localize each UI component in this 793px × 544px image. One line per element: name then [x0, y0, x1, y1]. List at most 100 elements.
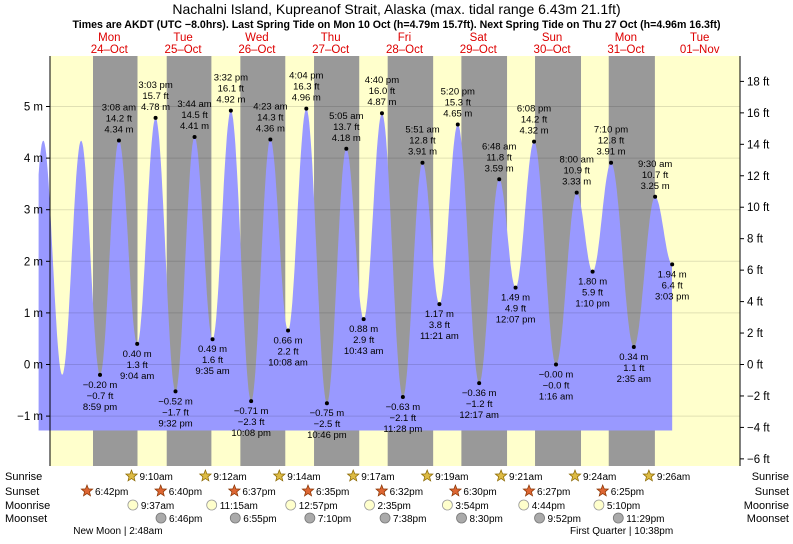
day-header-dow: Fri — [398, 32, 411, 44]
tide-high-time: 5:51 am — [405, 125, 439, 136]
tide-high-m: 4.34 m — [104, 125, 133, 136]
tide-high-ft: 12.8 ft — [409, 136, 436, 147]
tide-high-point — [344, 146, 349, 151]
tide-low-time: 1:16 am — [539, 392, 573, 403]
tide-high-m: 4.41 m — [180, 121, 209, 132]
moonset-icon — [534, 512, 545, 524]
tide-high-time: 7:10 pm — [594, 125, 628, 136]
tide-low-m: −0.75 m — [310, 408, 345, 419]
day-header-date: 01–Nov — [680, 44, 720, 56]
tide-high-ft: 16.3 ft — [293, 82, 320, 93]
tide-high-ft: 14.3 ft — [257, 113, 284, 124]
tide-high-point — [532, 139, 537, 144]
tide-low-m: −0.20 m — [83, 380, 118, 391]
day-header-date: 27–Oct — [312, 44, 350, 56]
moonrise-time: 5:10pm — [607, 501, 640, 512]
row-label-right-moonrise: Moonrise — [744, 500, 789, 512]
tide-high-ft: 12.8 ft — [598, 136, 625, 147]
sunset-time: 6:25pm — [611, 487, 644, 498]
sunset-time: 6:40pm — [169, 487, 202, 498]
sunrise-time: 9:10am — [139, 472, 172, 483]
day-headers: Mon24–OctTue25–OctWed26–OctThu27–OctFri2… — [91, 32, 720, 56]
tide-low-point — [437, 302, 442, 307]
sunrise-icon — [272, 469, 286, 482]
sunrise-time: 9:26am — [657, 472, 690, 483]
y-axis-feet: −6 ft −4 ft −2 ft 0 ft 2 ft 4 ft 6 ft 8 ft 10 ft… — [739, 56, 771, 466]
tide-low-point — [286, 328, 291, 333]
tide-low-ft: 4.9 ft — [505, 304, 526, 315]
left-tick-label: 5 m — [24, 102, 43, 114]
chart-subtitle: Times are AKDT (UTC −8.0hrs). Last Sprin… — [72, 19, 720, 31]
sunset-time: 6:42pm — [95, 487, 128, 498]
right-tick-label: 2 ft — [747, 328, 764, 340]
tide-low-ft: 1.1 ft — [623, 363, 644, 374]
sunset-icon — [375, 484, 389, 497]
day-header-date: 24–Oct — [91, 44, 129, 56]
left-tick-label: 3 m — [24, 205, 43, 217]
moonset-time: 11:29pm — [626, 514, 664, 525]
tide-low-m: 1.49 m — [501, 293, 530, 304]
tide-high-time: 3:32 pm — [214, 73, 248, 84]
tide-low-time: 9:32 pm — [158, 418, 192, 429]
tide-high-time: 5:20 pm — [441, 87, 475, 98]
day-header-date: 25–Oct — [165, 44, 203, 56]
day-header-dow: Wed — [245, 32, 268, 44]
tide-low-m: 0.34 m — [619, 352, 648, 363]
tide-high-m: 3.25 m — [641, 181, 670, 192]
right-tick-label: 10 ft — [747, 202, 770, 214]
sunset-time: 6:27pm — [537, 487, 570, 498]
tide-high-point — [192, 134, 197, 139]
tide-low-point — [513, 285, 518, 290]
moon-phase-label: New Moon | 2:48am — [73, 526, 162, 537]
sunset-time: 6:35pm — [316, 487, 349, 498]
tide-high-time: 4:40 pm — [365, 75, 399, 86]
moonrise-icon — [518, 499, 530, 511]
tide-high-ft: 14.2 ft — [521, 115, 548, 126]
day-header-dow: Sat — [470, 32, 488, 44]
tide-high-ft: 15.7 ft — [142, 91, 169, 102]
moonset-time: 8:30pm — [470, 514, 503, 525]
row-label-right-sunrise: Sunrise — [752, 471, 789, 483]
tide-low-point — [631, 344, 636, 349]
tide-high-time: 4:23 am — [253, 102, 287, 113]
sunrise-time: 9:14am — [287, 472, 320, 483]
left-tick-label: 4 m — [24, 153, 43, 165]
day-header-dow: Tue — [690, 32, 709, 44]
moonrise-icon — [441, 499, 453, 511]
sunrise-icon — [198, 469, 213, 482]
tide-high-point — [653, 194, 658, 199]
sunrise-icon — [642, 469, 656, 482]
tide-low-ft: 6.4 ft — [662, 280, 683, 291]
tide-low-m: 0.49 m — [198, 344, 227, 355]
row-label-left-moonrise: Moonrise — [5, 500, 50, 512]
tide-low-m: −0.63 m — [386, 402, 421, 413]
sunrise-time: 9:24am — [583, 472, 616, 483]
sunset-icon — [596, 484, 610, 497]
day-header-date: 26–Oct — [238, 44, 276, 56]
sunset-time: 6:37pm — [242, 487, 275, 498]
moon-phase-label: First Quarter | 10:38pm — [570, 526, 673, 537]
moonrise-icon — [206, 499, 218, 511]
tide-low-time: 2:35 am — [617, 374, 651, 385]
tide-high-time: 6:08 pm — [517, 104, 551, 115]
tide-low-point — [670, 262, 675, 267]
tide-low-m: 0.40 m — [123, 349, 152, 360]
tide-high-point — [455, 122, 460, 127]
moonset-time: 7:10pm — [318, 514, 351, 525]
tide-low-m: 1.94 m — [658, 269, 687, 280]
row-label-right-sunset: Sunset — [755, 486, 789, 498]
tide-low-ft: −1.7 ft — [162, 407, 189, 418]
sunrise-icon — [420, 469, 434, 482]
right-tick-label: 6 ft — [747, 265, 764, 277]
sunset-icon — [301, 484, 315, 497]
right-tick-label: 14 ft — [747, 139, 770, 151]
right-tick-label: 18 ft — [747, 76, 770, 88]
moonrise-icon — [127, 499, 139, 511]
tide-low-ft: −2.1 ft — [390, 413, 417, 424]
right-tick-label: −6 ft — [747, 454, 771, 466]
tide-low-ft: −2.5 ft — [314, 419, 341, 430]
tide-low-ft: −1.2 ft — [466, 399, 493, 410]
tide-high-ft: 14.2 ft — [106, 114, 133, 125]
